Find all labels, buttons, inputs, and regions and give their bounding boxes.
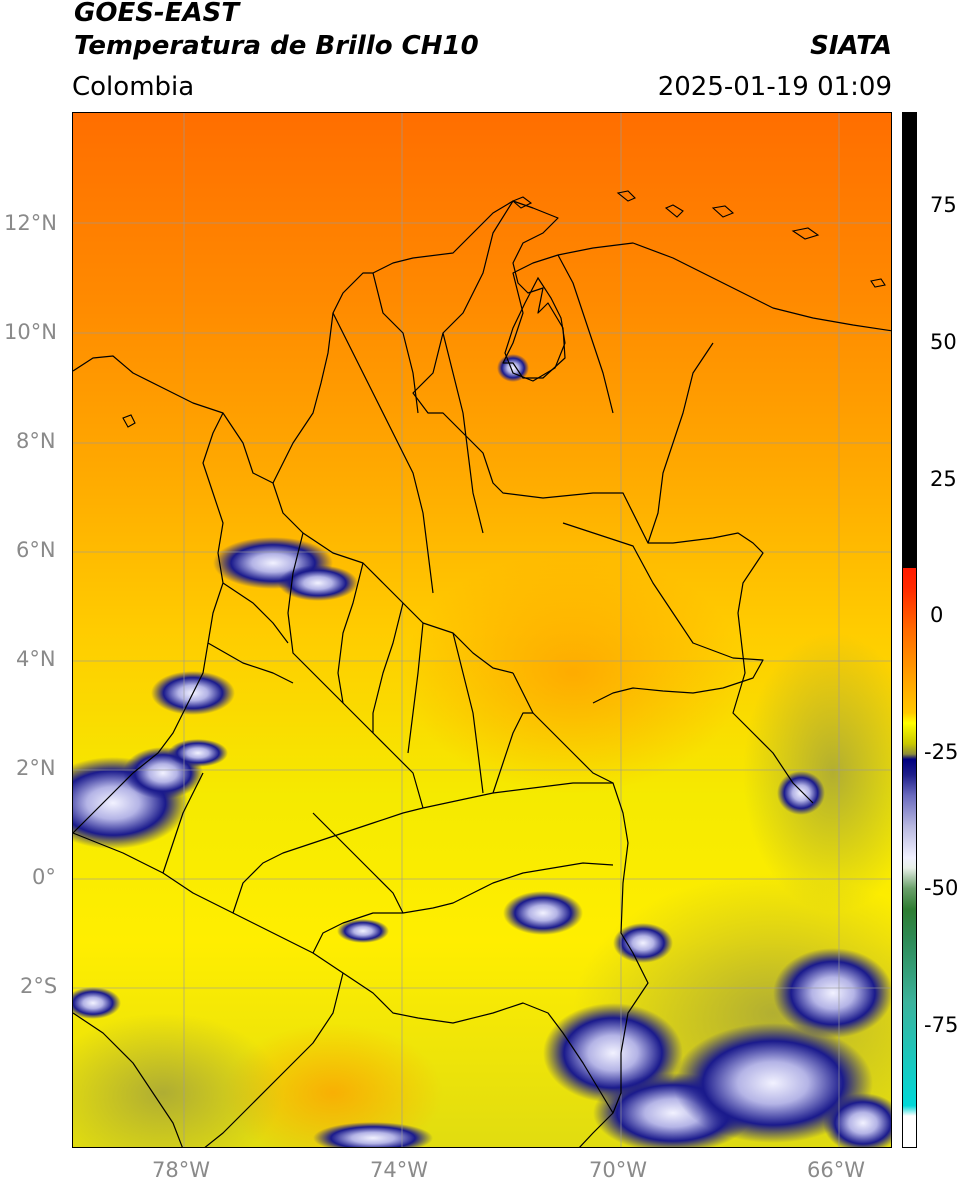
- cloud-cell: [337, 919, 389, 943]
- warm-area: [223, 1023, 443, 1147]
- lake-maracaibo: [504, 276, 566, 382]
- lat-label-8n: 8°N: [16, 429, 56, 453]
- boundaries: [73, 200, 891, 1147]
- colorbar-tick-minus50: -50: [924, 876, 959, 900]
- organization-label: SIATA: [810, 31, 892, 61]
- product-title: Temperatura de Brillo CH10: [74, 31, 479, 61]
- cloud-cell: [673, 1023, 873, 1143]
- cloud-cell: [773, 948, 891, 1038]
- cloud-cell: [313, 1122, 433, 1147]
- lat-label-4n: 4°N: [16, 647, 56, 671]
- datetime-label: 2025-01-19 01:09: [657, 72, 892, 102]
- colorbar-tick-75: 75: [930, 193, 957, 217]
- colorbar-tick-50: 50: [930, 330, 957, 354]
- cloud-cell: [168, 739, 228, 767]
- lon-label-78w: 78°W: [152, 1158, 210, 1182]
- haze-region: [73, 1013, 283, 1147]
- region-label: Colombia: [72, 72, 195, 102]
- colorbar-tick-0: 0: [930, 603, 944, 627]
- satellite-title: GOES-EAST: [74, 0, 240, 28]
- lat-label-0: 0°: [32, 865, 56, 889]
- colorbar: [902, 112, 917, 1148]
- map-svg: [73, 113, 891, 1147]
- lat-label-12n: 12°N: [4, 211, 57, 235]
- colorbar-tick-minus75: -75: [924, 1013, 959, 1037]
- map-panel[interactable]: [72, 112, 892, 1148]
- cloud-cell: [823, 1093, 891, 1147]
- cloud-cell: [278, 565, 358, 601]
- colorbar-tick-25: 25: [930, 467, 957, 491]
- lat-label-10n: 10°N: [4, 320, 57, 344]
- cloud-cell: [777, 771, 825, 815]
- lon-label-70w: 70°W: [589, 1158, 647, 1182]
- lat-label-2n: 2°N: [16, 756, 56, 780]
- cloud-cell: [73, 987, 121, 1019]
- colorbar-tick-minus25: -25: [924, 740, 959, 764]
- cloud-cell: [503, 891, 583, 935]
- lat-label-2s: 2°S: [20, 974, 58, 998]
- lon-label-74w: 74°W: [370, 1158, 428, 1182]
- lat-label-6n: 6°N: [16, 538, 56, 562]
- islands: [122, 190, 886, 428]
- lon-label-66w: 66°W: [807, 1158, 865, 1182]
- haze-region: [743, 633, 891, 913]
- cloud-cell: [613, 923, 673, 963]
- warm-area: [403, 553, 743, 793]
